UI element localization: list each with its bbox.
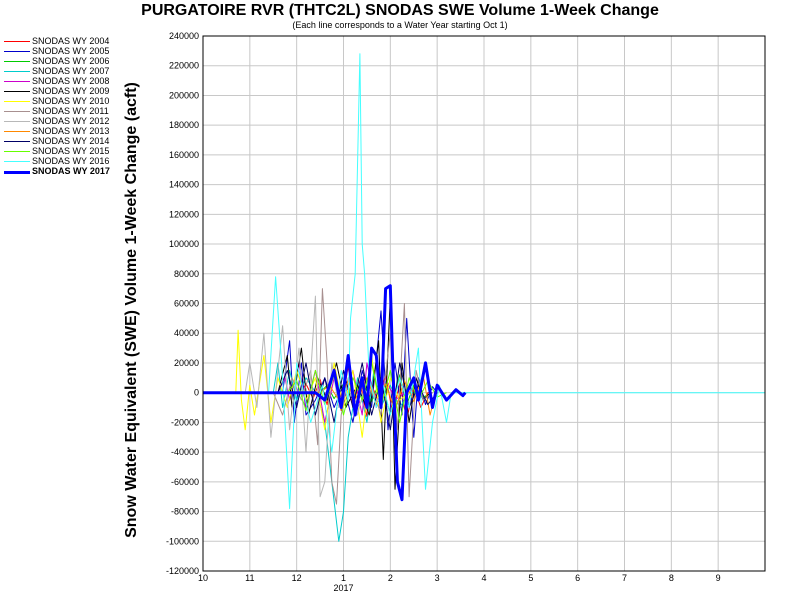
y-tick-label: 120000 xyxy=(169,209,199,219)
legend-swatch xyxy=(4,151,30,152)
x-tick-label: 1 xyxy=(341,573,346,583)
y-tick-label: -80000 xyxy=(171,507,199,517)
y-tick-label: 80000 xyxy=(174,269,199,279)
y-tick-label: 240000 xyxy=(169,31,199,41)
y-tick-label: 0 xyxy=(194,388,199,398)
legend-label: SNODAS WY 2016 xyxy=(32,156,110,166)
legend-label: SNODAS WY 2008 xyxy=(32,76,110,86)
x-tick-label: 7 xyxy=(622,573,627,583)
y-tick-label: 140000 xyxy=(169,180,199,190)
chart-title: PURGATOIRE RVR (THTC2L) SNODAS SWE Volum… xyxy=(141,2,659,19)
y-tick-label: 100000 xyxy=(169,239,199,249)
legend-label: SNODAS WY 2007 xyxy=(32,66,110,76)
y-tick-label: 20000 xyxy=(174,358,199,368)
legend-swatch xyxy=(4,121,30,122)
legend-label: SNODAS WY 2010 xyxy=(32,96,110,106)
legend-swatch xyxy=(4,41,30,42)
y-tick-label: 220000 xyxy=(169,61,199,71)
x-tick-label: 12 xyxy=(292,573,302,583)
x-tick-label: 2 xyxy=(388,573,393,583)
legend-label: SNODAS WY 2009 xyxy=(32,86,110,96)
legend-swatch xyxy=(4,61,30,62)
y-tick-label: -100000 xyxy=(166,536,199,546)
legend-swatch xyxy=(4,71,30,72)
legend-label: SNODAS WY 2015 xyxy=(32,146,110,156)
y-tick-label: -60000 xyxy=(171,477,199,487)
legend-item: SNODAS WY 2015 xyxy=(4,146,129,156)
legend-item: SNODAS WY 2009 xyxy=(4,86,129,96)
plot-frame xyxy=(202,35,766,572)
x-tick-label: 10 xyxy=(198,573,208,583)
legend-swatch xyxy=(4,111,30,112)
chart-subtitle: (Each line corresponds to a Water Year s… xyxy=(292,20,508,30)
legend-item: SNODAS WY 2017 xyxy=(4,166,129,176)
legend-item: SNODAS WY 2016 xyxy=(4,156,129,166)
series-line xyxy=(203,284,467,502)
y-tick-label: 200000 xyxy=(169,90,199,100)
y-tick-label: 160000 xyxy=(169,150,199,160)
legend-label: SNODAS WY 2012 xyxy=(32,116,110,126)
legend-swatch xyxy=(4,101,30,102)
legend-item: SNODAS WY 2006 xyxy=(4,56,129,66)
legend-label: SNODAS WY 2005 xyxy=(32,46,110,56)
legend-swatch xyxy=(4,51,30,52)
y-tick-label: 40000 xyxy=(174,328,199,338)
legend-swatch xyxy=(4,81,30,82)
legend-swatch xyxy=(4,161,30,162)
legend-swatch xyxy=(4,171,30,174)
legend-item: SNODAS WY 2005 xyxy=(4,46,129,56)
legend-label: SNODAS WY 2006 xyxy=(32,56,110,66)
x-tick-label: 3 xyxy=(435,573,440,583)
series-line xyxy=(203,53,765,510)
x-tick-label: 8 xyxy=(669,573,674,583)
x-tick-label: 4 xyxy=(481,573,486,583)
legend-swatch xyxy=(4,91,30,92)
legend-swatch xyxy=(4,141,30,142)
legend: SNODAS WY 2004 SNODAS WY 2005 SNODAS WY 20… xyxy=(4,36,129,176)
legend-item: SNODAS WY 2011 xyxy=(4,106,129,116)
x-tick-label: 6 xyxy=(575,573,580,583)
legend-item: SNODAS WY 2007 xyxy=(4,66,129,76)
legend-label: SNODAS WY 2013 xyxy=(32,126,110,136)
legend-label: SNODAS WY 2017 xyxy=(32,166,110,176)
x-tick-label: 5 xyxy=(528,573,533,583)
legend-item: SNODAS WY 2014 xyxy=(4,136,129,146)
y-tick-label: -40000 xyxy=(171,447,199,457)
x-year-label: 2017 xyxy=(333,583,353,593)
legend-item: SNODAS WY 2013 xyxy=(4,126,129,136)
legend-item: SNODAS WY 2012 xyxy=(4,116,129,126)
legend-item: SNODAS WY 2010 xyxy=(4,96,129,106)
y-tick-label: 60000 xyxy=(174,299,199,309)
y-tick-label: -120000 xyxy=(166,566,199,576)
x-tick-label: 11 xyxy=(245,573,254,583)
legend-label: SNODAS WY 2004 xyxy=(32,36,110,46)
legend-swatch xyxy=(4,131,30,132)
legend-item: SNODAS WY 2008 xyxy=(4,76,129,86)
x-tick-label: 9 xyxy=(716,573,721,583)
legend-label: SNODAS WY 2014 xyxy=(32,136,110,146)
legend-item: SNODAS WY 2004 xyxy=(4,36,129,46)
y-tick-label: 180000 xyxy=(169,120,199,130)
y-tick-label: -20000 xyxy=(171,417,199,427)
series-line xyxy=(203,310,438,438)
legend-label: SNODAS WY 2011 xyxy=(32,106,109,116)
